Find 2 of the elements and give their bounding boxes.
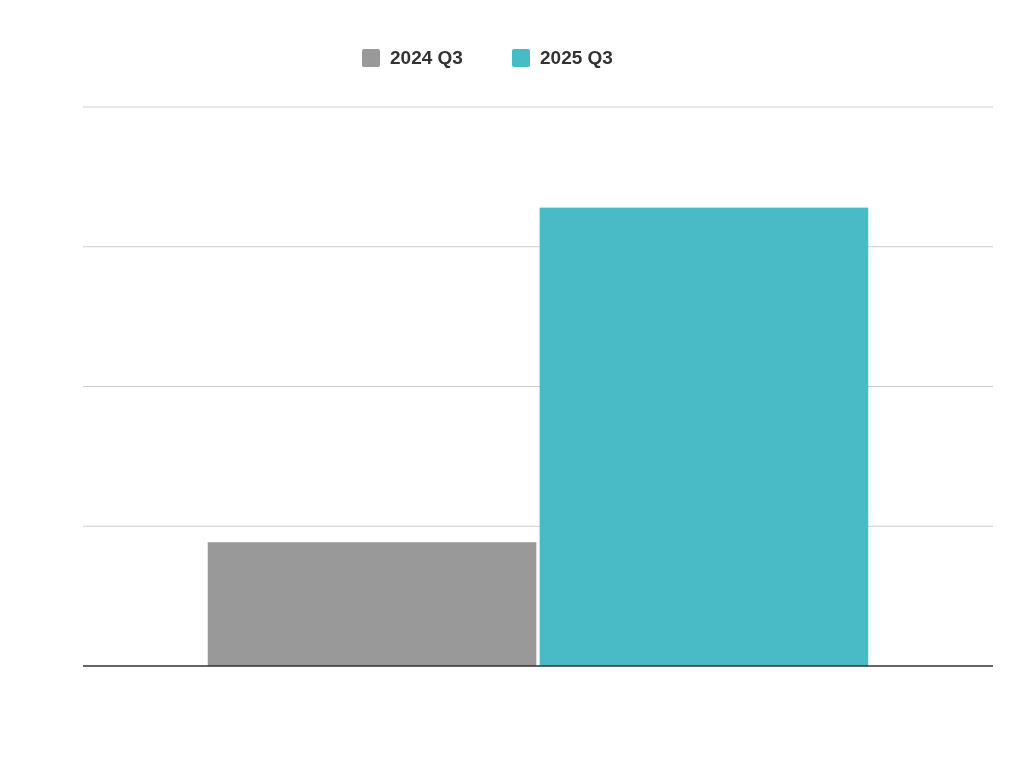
legend-label: 2025 Q3	[540, 47, 613, 68]
legend-label: 2024 Q3	[390, 47, 463, 68]
